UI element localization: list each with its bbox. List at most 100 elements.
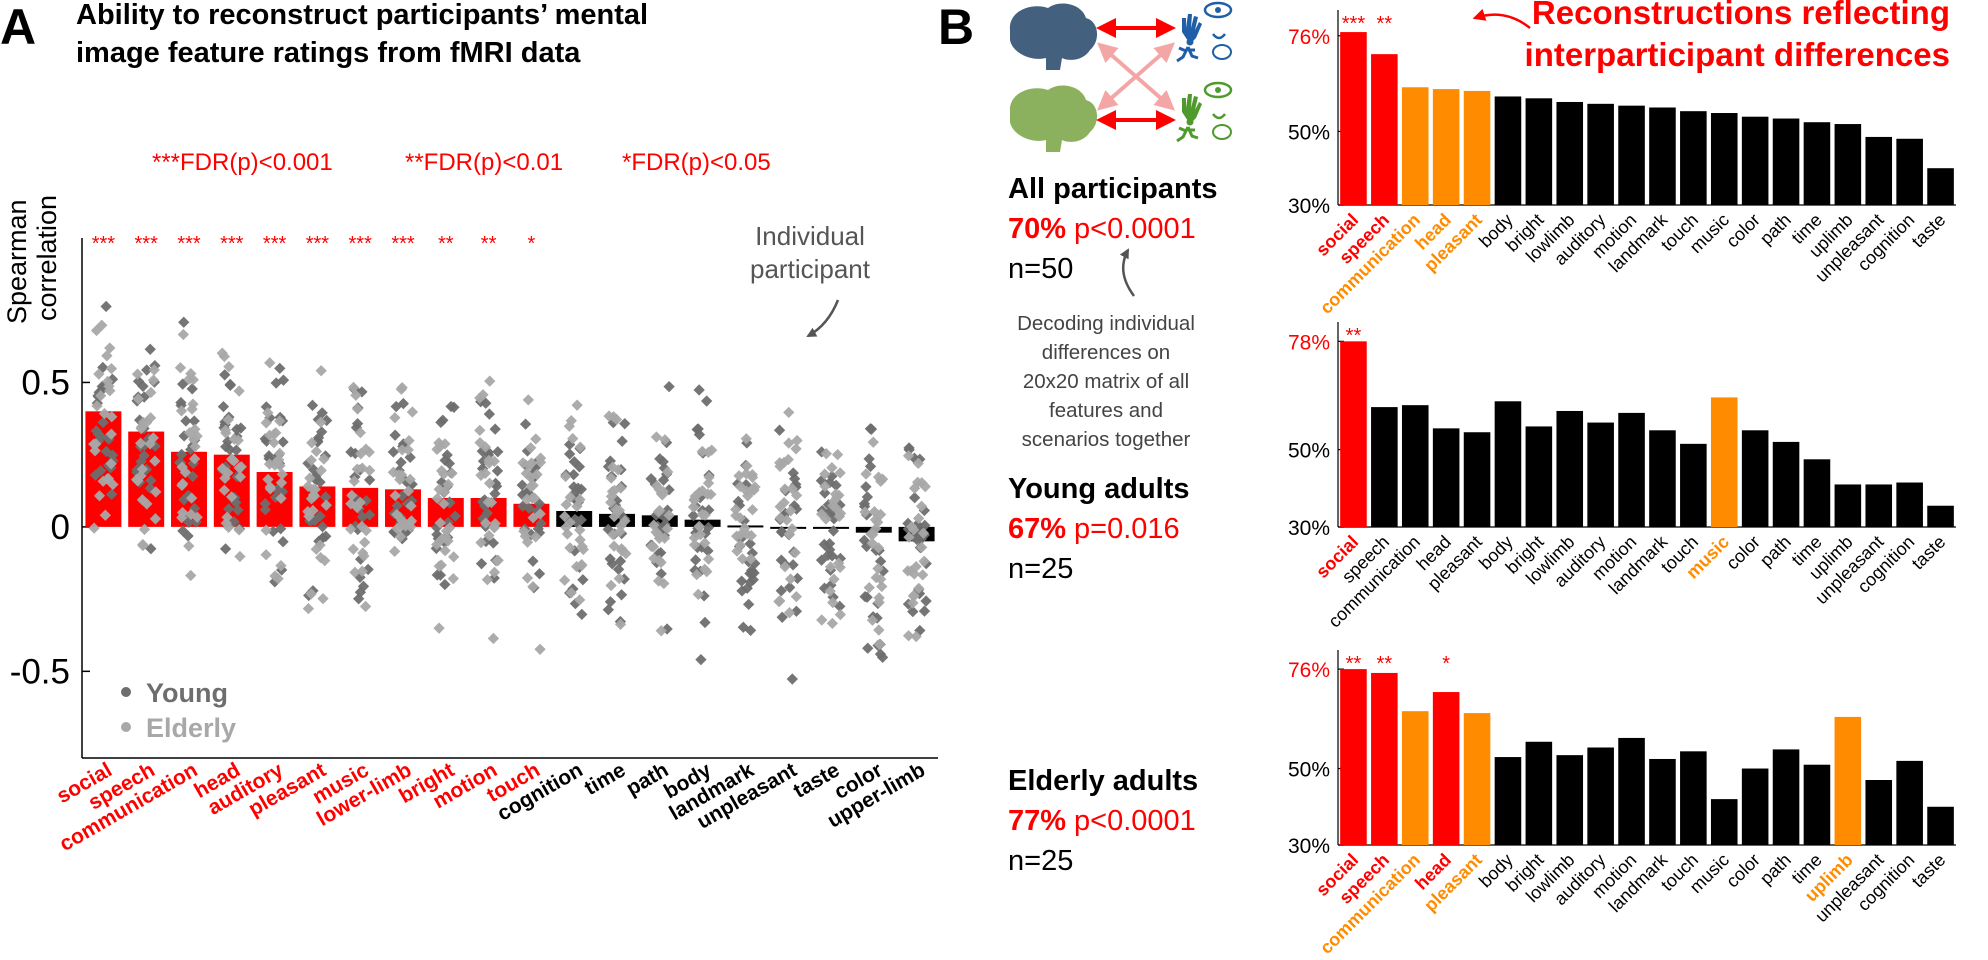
participant-dot-young	[492, 446, 504, 458]
participant-dot-elderly	[399, 520, 412, 532]
annotation-arrow	[806, 299, 840, 338]
participant-dot-young	[819, 487, 831, 499]
legend-elderly-label: Elderly	[146, 713, 236, 743]
significance-stars: ***	[1342, 13, 1366, 35]
participant-dot-elderly	[834, 561, 846, 574]
bar-pleasant	[1463, 713, 1491, 845]
participant-dot-elderly	[305, 588, 317, 600]
participant-dot-young	[389, 429, 401, 441]
bar-bright	[1525, 741, 1553, 845]
chart-B-all: 30%50%76%***social**speechcommunicationh…	[1288, 10, 1956, 318]
participant-dot-young	[519, 418, 532, 430]
participant-dot-young	[786, 673, 798, 685]
bar-motion	[1618, 737, 1645, 845]
participant-dot-elderly	[305, 454, 317, 466]
headline-arrow	[1472, 8, 1531, 29]
participant-dot-young	[315, 426, 328, 438]
participant-dot-young	[363, 474, 376, 486]
bar-music	[1710, 397, 1738, 527]
eye-icon	[1203, 1, 1233, 19]
participant-dot-elderly	[564, 516, 576, 529]
eye-icon	[1203, 81, 1233, 99]
participant-dot-young	[602, 604, 615, 616]
panel-b-headline-line1: Reconstructions reflecting	[1532, 0, 1950, 31]
bar-cognition	[1896, 760, 1923, 845]
participant-dot-elderly	[918, 555, 930, 567]
participant-dot-elderly	[561, 528, 574, 540]
participant-dot-young	[180, 415, 192, 427]
participant-dot-elderly	[521, 572, 534, 584]
significance-stars: ***	[177, 233, 201, 255]
bar-social	[1340, 341, 1367, 527]
participant-dot-elderly	[608, 484, 621, 497]
smile-icon	[1212, 33, 1226, 40]
sensory-icons-blue	[1176, 1, 1233, 63]
participant-dot-elderly	[873, 638, 886, 651]
bar-lowlimb	[1556, 101, 1584, 205]
participant-dot-elderly	[560, 498, 572, 511]
panel-a-title-line1: Ability to reconstruct participants’ men…	[76, 0, 648, 31]
participant-dot-elderly	[784, 573, 797, 585]
x-label-path: path	[1756, 532, 1795, 571]
participant-dot-elderly	[826, 462, 838, 474]
participant-dot-young	[351, 417, 364, 430]
participant-dot-young	[105, 488, 118, 500]
participant-dot-elderly	[347, 543, 359, 555]
significance-stars: ***	[92, 233, 116, 255]
significance-stars: **	[1346, 325, 1362, 347]
note-line-1: Decoding individual	[1017, 312, 1195, 335]
bar-body	[1494, 96, 1522, 205]
participant-dot-elderly	[389, 412, 401, 424]
participant-dot-young	[138, 450, 150, 462]
participant-dot-young	[568, 468, 580, 481]
group-young-title: Young adults	[1008, 473, 1190, 505]
participant-dot-elderly	[260, 549, 272, 561]
participant-dot-elderly	[702, 553, 715, 565]
participant-dot-elderly	[749, 481, 761, 493]
participant-dot-elderly	[102, 375, 114, 388]
participant-dot-elderly	[141, 498, 153, 510]
participant-dot-young	[353, 593, 365, 605]
participant-dot-elderly	[740, 433, 752, 445]
bar-communication	[1401, 87, 1429, 205]
participant-dot-elderly	[188, 453, 201, 465]
participant-dot-elderly	[223, 361, 235, 373]
note-line-4: features and	[1049, 399, 1163, 422]
participant-dot-elderly	[147, 432, 159, 444]
cross-arrow-2	[1096, 42, 1176, 111]
participant-dot-young	[693, 384, 705, 396]
participant-dot-young	[865, 423, 878, 435]
x-label-path: path	[622, 758, 672, 800]
participant-dot-elderly	[433, 560, 445, 572]
participant-dot-elderly	[448, 551, 460, 563]
bar-head	[1432, 428, 1460, 527]
participant-dot-elderly	[351, 463, 363, 475]
bar-cognition	[1896, 482, 1923, 527]
sensory-icons-green	[1176, 81, 1233, 143]
participant-dot-elderly	[654, 504, 666, 517]
participant-dot-elderly	[816, 614, 828, 626]
participant-dot-elderly	[834, 507, 847, 519]
y-tick-label: 0	[51, 508, 70, 547]
participant-dot-young	[188, 415, 200, 427]
participant-dot-elderly	[570, 560, 583, 573]
bar-bright	[1525, 426, 1553, 527]
participant-dot-elderly	[783, 406, 795, 419]
participant-dot-elderly	[216, 347, 228, 359]
x-label-time: time	[581, 758, 630, 800]
participant-dot-elderly	[393, 469, 405, 481]
participant-dot-young	[689, 554, 702, 566]
participant-dot-elderly	[177, 328, 190, 341]
participant-dot-elderly	[655, 625, 667, 637]
participant-dot-young	[788, 473, 801, 485]
participant-dot-elderly	[528, 492, 541, 504]
fdr-legend-3: ***FDR(p)<0.001	[152, 149, 333, 176]
bar-lowlimb	[1556, 755, 1584, 845]
participant-dot-elderly	[741, 460, 753, 472]
note-line-3: 20x20 matrix of all	[1023, 370, 1189, 393]
participant-dot-elderly	[873, 624, 885, 636]
participant-dot-elderly	[773, 595, 785, 608]
significance-stars: ***	[263, 233, 287, 255]
y-tick-label: 50%	[1288, 759, 1330, 782]
participant-dot-elderly	[302, 602, 315, 615]
